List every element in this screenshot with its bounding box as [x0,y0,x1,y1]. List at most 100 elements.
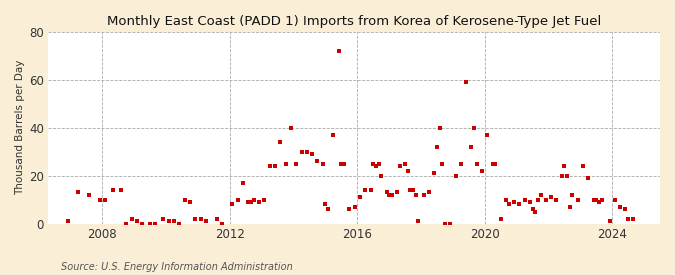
Point [174,221,185,226]
Point [527,207,538,211]
Point [591,197,601,202]
Point [100,197,111,202]
Point [620,207,631,211]
Point [567,192,578,197]
Point [63,219,74,223]
Point [344,207,355,211]
Point [259,197,270,202]
Point [545,195,556,199]
Point [306,152,317,156]
Y-axis label: Thousand Barrels per Day: Thousand Barrels per Day [15,60,25,196]
Point [578,164,589,168]
Point [535,192,546,197]
Point [217,221,227,226]
Point [429,171,439,175]
Text: Source: U.S. Energy Information Administration: Source: U.S. Energy Information Administ… [61,262,292,272]
Point [628,217,639,221]
Point [302,150,313,154]
Point [200,219,211,223]
Point [144,221,155,226]
Point [402,169,413,173]
Point [588,197,599,202]
Point [405,188,416,192]
Point [115,188,126,192]
Point [593,200,604,204]
Point [195,217,206,221]
Point [384,192,395,197]
Point [339,161,350,166]
Point [519,197,530,202]
Point [604,219,615,223]
Point [615,205,626,209]
Point [562,174,572,178]
Point [275,140,286,144]
Point [320,202,331,207]
Point [376,174,387,178]
Point [572,197,583,202]
Point [365,188,376,192]
Point [137,221,148,226]
Point [184,200,195,204]
Point [514,202,524,207]
Point [424,190,435,195]
Point [121,221,132,226]
Point [248,197,259,202]
Point [392,190,402,195]
Point [418,192,429,197]
Point [371,164,381,168]
Point [163,219,174,223]
Point [296,150,307,154]
Point [180,197,190,202]
Point [312,159,323,164]
Point [386,192,397,197]
Point [564,205,575,209]
Point [533,197,543,202]
Point [610,197,620,202]
Point [556,174,567,178]
Point [246,200,256,204]
Point [269,164,280,168]
Point [95,197,105,202]
Point [349,205,360,209]
Point [408,188,418,192]
Point [84,192,95,197]
Point [291,161,302,166]
Point [73,190,84,195]
Point [466,145,477,149]
Point [333,49,344,53]
Point [501,197,512,202]
Point [450,174,461,178]
Point [495,217,506,221]
Point [286,126,296,130]
Point [354,195,365,199]
Point [158,217,169,221]
Point [150,221,161,226]
Point [431,145,442,149]
Point [504,202,514,207]
Point [524,200,535,204]
Point [413,219,424,223]
Point [410,192,421,197]
Point [490,161,501,166]
Point [596,197,607,202]
Point [471,161,482,166]
Point [360,188,371,192]
Point [317,161,328,166]
Point [530,209,541,214]
Point [211,217,222,221]
Point [265,164,275,168]
Point [394,164,405,168]
Point [169,219,180,223]
Point [368,161,379,166]
Point [336,161,347,166]
Point [232,197,243,202]
Point [238,181,248,185]
Point [461,80,472,84]
Title: Monthly East Coast (PADD 1) Imports from Korea of Kerosene-Type Jet Fuel: Monthly East Coast (PADD 1) Imports from… [107,15,601,28]
Point [243,200,254,204]
Point [227,202,238,207]
Point [400,161,410,166]
Point [280,161,291,166]
Point [541,197,551,202]
Point [482,133,493,137]
